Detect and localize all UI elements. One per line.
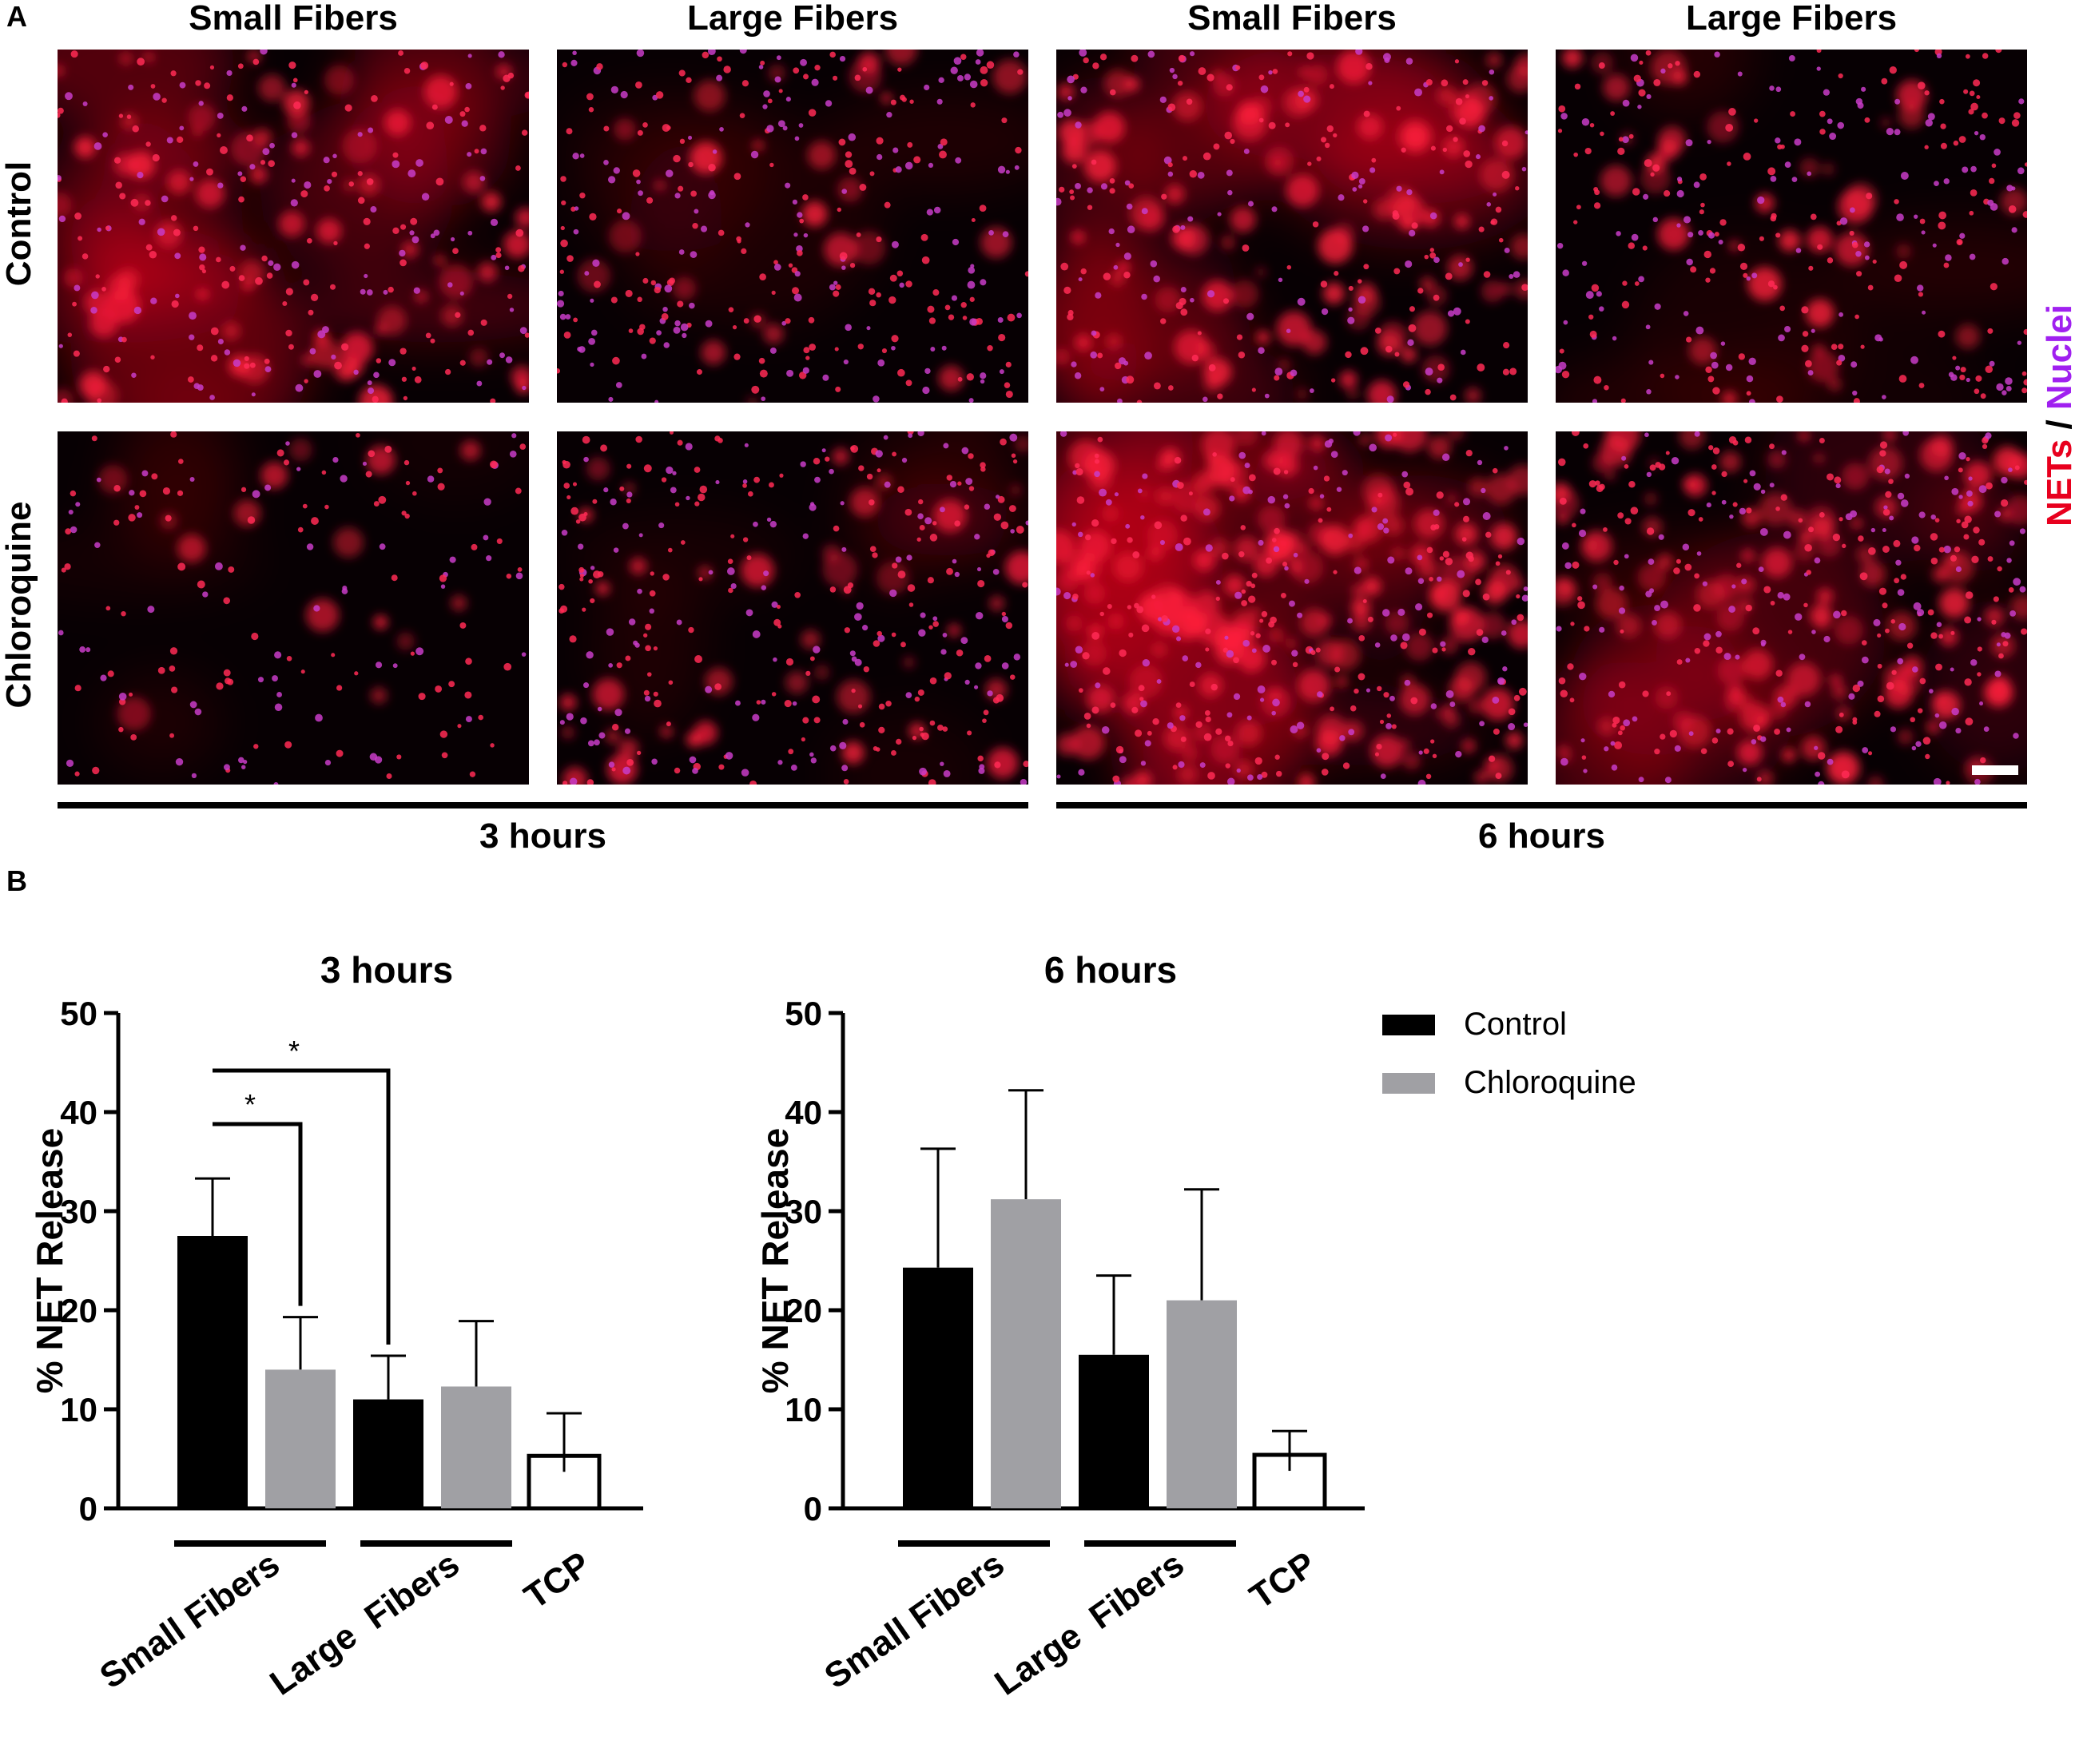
micrograph-chloroquine-large-6h (1556, 431, 2027, 785)
bar-control (353, 1399, 423, 1508)
y-tick-label: 40 (60, 1094, 97, 1131)
x-group-label: Large Fibers (263, 1544, 466, 1703)
x-group-label: TCP (1243, 1544, 1323, 1617)
bar-chloroquine (265, 1369, 336, 1508)
micrograph-control-large-6h (1556, 50, 2027, 403)
panel-b-letter: B (6, 864, 27, 897)
y-tick-label: 40 (785, 1094, 822, 1131)
bar-control (1079, 1354, 1149, 1508)
significance-bracket (213, 1068, 391, 1345)
y-axis-label: % NET Release (29, 1128, 70, 1393)
micrograph-control-large-3h (557, 50, 1028, 403)
bar-chloroquine (991, 1199, 1061, 1508)
y-tick-label: 10 (60, 1391, 97, 1428)
y-tick-label: 20 (785, 1292, 822, 1329)
x-group-label: TCP (518, 1544, 598, 1617)
chart-title: 3 hours (320, 949, 453, 991)
time-bar-6h (1056, 802, 2027, 808)
x-group-label: Small Fibers (817, 1544, 1011, 1696)
y-tick-label: 10 (785, 1391, 822, 1428)
x-group-label: Small Fibers (93, 1544, 286, 1696)
y-tick-label: 20 (60, 1292, 97, 1329)
micrograph-control-small-3h (58, 50, 529, 403)
micrograph-control-small-6h (1056, 50, 1528, 403)
significance-bracket (213, 1122, 303, 1306)
y-tick-label: 30 (60, 1193, 97, 1230)
micrograph-chloroquine-large-3h (557, 431, 1028, 785)
time-label-3h: 3 hours (479, 816, 606, 856)
legend-swatch-control (1382, 1014, 1435, 1035)
bar-control (903, 1267, 973, 1508)
chart-0: 3 hours % NET Release 0 10 20 30 40 50 * * Small F… (29, 949, 643, 1703)
column-header-large-fibers-6h: Large Fibers (1685, 0, 1898, 38)
significance-star: * (244, 1088, 256, 1121)
bar-chloroquine (1167, 1300, 1237, 1508)
legend-swatch-chloroquine (1382, 1072, 1435, 1094)
chart-title: 6 hours (1044, 949, 1177, 991)
column-header-small-fibers-3h: Small Fibers (189, 0, 398, 38)
significance-star: * (288, 1035, 300, 1067)
time-bar-3h (58, 802, 1028, 808)
bar-chloroquine (441, 1386, 511, 1508)
scale-bar (1972, 765, 2018, 775)
chart-1: 6 hours % NET Release 0 10 20 30 40 50 Small Fib… (754, 949, 1365, 1703)
legend-item-chloroquine: Chloroquine (1382, 1065, 1636, 1101)
panel-a-letter: A (6, 0, 27, 33)
y-tick-label: 0 (79, 1490, 97, 1528)
bar-tcp (1252, 1452, 1327, 1511)
legend-label-control: Control (1464, 1007, 1567, 1042)
y-axis-label: % NET Release (754, 1128, 796, 1393)
y-tick-label: 30 (785, 1193, 822, 1230)
micrograph-chloroquine-small-3h (58, 431, 529, 785)
x-group-label: Large Fibers (988, 1544, 1191, 1703)
column-header-large-fibers-3h: Large Fibers (686, 0, 899, 38)
bar-control (177, 1236, 248, 1508)
y-tick-label: 50 (785, 995, 822, 1032)
micrograph-chloroquine-small-6h (1056, 431, 1528, 785)
column-header-small-fibers-6h: Small Fibers (1187, 0, 1397, 38)
y-tick-label: 0 (804, 1490, 822, 1528)
legend-label-chloroquine: Chloroquine (1464, 1065, 1636, 1100)
y-tick-label: 50 (60, 995, 97, 1032)
legend-item-control: Control (1382, 1007, 1567, 1043)
time-label-6h: 6 hours (1478, 816, 1605, 856)
